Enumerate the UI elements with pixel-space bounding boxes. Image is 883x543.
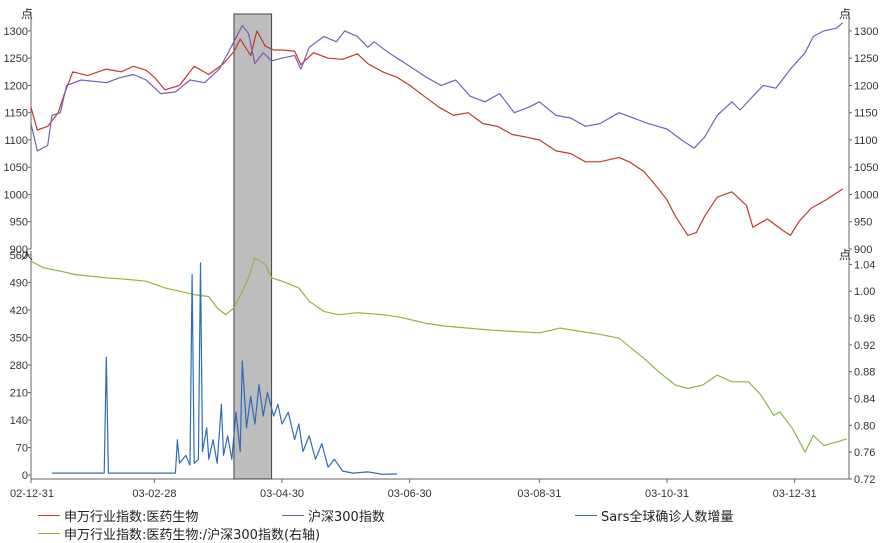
bottom-left-tick-label: 560: [10, 250, 28, 262]
top-left-tick-label: 900: [10, 244, 28, 256]
bottom-left-tick-label: 140: [10, 415, 28, 427]
legend-swatch-ratio: [38, 533, 60, 534]
x-axis: 02-12-31 03-02-28 03-04-30 03-06-30 03-08-31…: [10, 478, 849, 500]
bottom-left-tick-label: 420: [10, 305, 28, 317]
top-left-tick-label: 950: [10, 217, 28, 229]
bottom-left-tick-label: 280: [10, 360, 28, 372]
bottom-right-unit-label: 点: [839, 248, 851, 262]
legend-item-sars: Sars全球确诊人数增量: [575, 506, 733, 525]
legend-swatch-csi300: [282, 515, 304, 516]
series-line-ratio: [30, 257, 848, 453]
bottom-left-tick-label: 210: [10, 388, 28, 400]
x-tick-label: 03-02-28: [132, 488, 176, 500]
top-left-tick-label: 1000: [4, 189, 28, 201]
legend-item-pharma-index: 申万行业指数:医药生物: [38, 506, 198, 525]
series-line-sars: [51, 262, 398, 475]
bottom-left-tick-label: 70: [16, 443, 28, 455]
x-tick-label: 03-06-30: [388, 488, 432, 500]
top-left-unit-label: 点: [21, 7, 33, 21]
top-right-tick-label: 1300: [854, 26, 878, 38]
top-left-tick-label: 1250: [4, 53, 28, 65]
legend-label-pharma: 申万行业指数:医药生物: [64, 510, 199, 525]
top-right-tick-label: 1200: [854, 80, 878, 92]
legend-swatch-sars: [575, 515, 597, 516]
top-right-tick-label: 1100: [854, 135, 878, 147]
top-right-tick-label: 950: [854, 217, 872, 229]
top-left-tick-label: 1300: [4, 26, 28, 38]
bottom-right-tick-label: 0.80: [854, 420, 875, 432]
x-tick-label: 03-10-31: [645, 488, 689, 500]
top-left-tick-label: 1050: [4, 162, 28, 174]
bottom-right-tick-label: 1.04: [854, 259, 875, 271]
bottom-right-tick-label: 1.00: [854, 286, 875, 298]
top-right-tick-label: 1150: [854, 108, 878, 120]
bottom-left-tick-label: 490: [10, 277, 28, 289]
bottom-right-tick-label: 0.96: [854, 313, 875, 325]
top-left-tick-label: 1200: [4, 80, 28, 92]
top-right-tick-label: 1050: [854, 162, 878, 174]
top-left-tick-label: 1100: [4, 135, 28, 147]
top-panel: 点 点 900 900 950 950 1000 1000 1050 1050 1100 1100 11…: [4, 7, 879, 256]
bottom-left-unit-label: 人: [21, 248, 33, 262]
x-tick-label: 03-08-31: [517, 488, 561, 500]
bottom-right-tick-label: 0.88: [854, 367, 875, 379]
top-left-tick-label: 1150: [4, 108, 28, 120]
legend-item-ratio: 申万行业指数:医药生物:/沪深300指数(右轴): [38, 524, 320, 543]
legend-item-csi300: 沪深300指数: [282, 506, 385, 525]
x-tick-label: 02-12-31: [10, 488, 54, 500]
bottom-left-tick-label: 0: [22, 470, 28, 482]
bottom-right-tick-label: 0.84: [854, 394, 875, 406]
series-line-csi300: [30, 22, 844, 152]
top-right-tick-label: 900: [854, 244, 872, 256]
bottom-panel: 人 点 0 70 140 210 280 350 420 490 560 0.72 0.76 0.80 0.…: [10, 248, 876, 486]
x-tick-label: 03-04-30: [260, 488, 304, 500]
bottom-right-tick-label: 0.76: [854, 447, 875, 459]
legend-label-csi300: 沪深300指数: [308, 510, 385, 525]
top-right-tick-label: 1000: [854, 189, 878, 201]
bottom-right-tick-label: 0.72: [854, 474, 875, 486]
series-line-pharma-index: [30, 30, 844, 236]
series-layer: [30, 22, 848, 475]
top-right-tick-label: 1250: [854, 53, 878, 65]
top-right-unit-label: 点: [839, 7, 851, 21]
bottom-right-tick-label: 0.92: [854, 340, 875, 352]
legend-swatch-pharma: [38, 515, 60, 516]
x-tick-label: 03-12-31: [773, 488, 817, 500]
legend-label-ratio: 申万行业指数:医药生物:/沪深300指数(右轴): [64, 528, 321, 543]
bottom-left-tick-label: 350: [10, 332, 28, 344]
legend-label-sars: Sars全球确诊人数增量: [601, 510, 734, 525]
